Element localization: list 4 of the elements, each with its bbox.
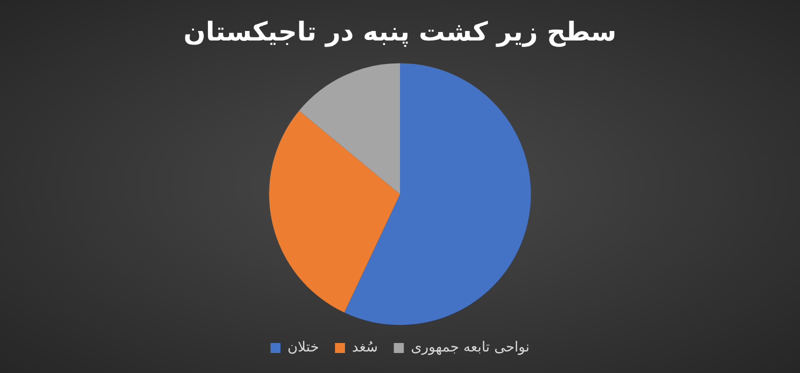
legend-label: نواحی تابعه جمهوری xyxy=(410,340,530,356)
chart-title: سطح زیر کشت پنبه در تاجیکستان xyxy=(184,17,616,48)
legend-label: سُغد xyxy=(352,340,378,356)
legend-label: ختلان xyxy=(287,340,319,356)
